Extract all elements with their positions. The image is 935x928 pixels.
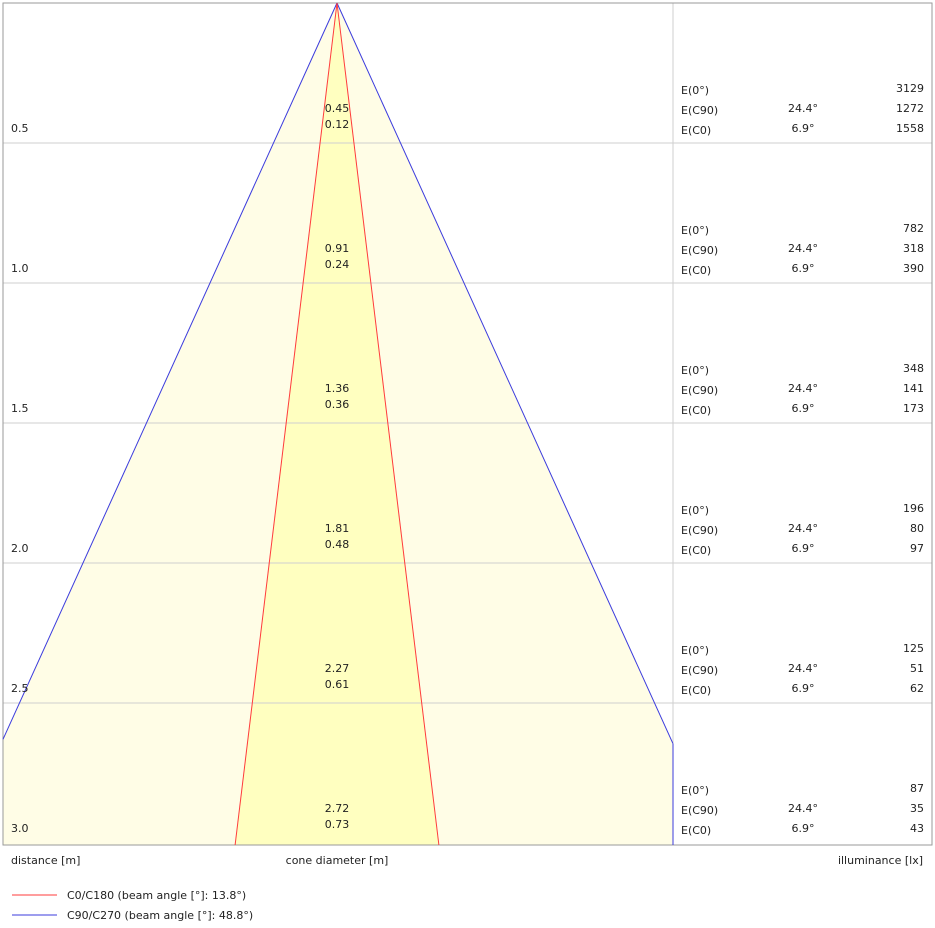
illuminance-c90: 35 [910, 802, 924, 815]
illuminance-0deg: 348 [903, 362, 924, 375]
e-label-0deg: E(0°) [681, 504, 709, 517]
distance-row: 0.5 0.45 0.12 E(0°) E(C90) E(C0) 24.4° 6.9° 3129… [11, 82, 924, 137]
e-label-c0: E(C0) [681, 824, 711, 837]
e-label-c0: E(C0) [681, 404, 711, 417]
c0-left-edge [234, 2, 338, 846]
cone-diameter-c90: 0.45 [325, 102, 350, 115]
distance-row: 1.0 0.91 0.24 E(0°) E(C90) E(C0) 24.4° 6.9° 782 3… [11, 222, 924, 277]
e-label-c90: E(C90) [681, 524, 718, 537]
half-angle-c90: 24.4° [788, 802, 818, 815]
e-label-c90: E(C90) [681, 104, 718, 117]
cone-diameter-c90: 2.27 [325, 662, 350, 675]
half-angle-c90: 24.4° [788, 242, 818, 255]
e-label-0deg: E(0°) [681, 84, 709, 97]
cone-diameter-c0: 0.73 [325, 818, 350, 831]
cone-diameter-c0: 0.48 [325, 538, 350, 551]
e-label-c0: E(C0) [681, 544, 711, 557]
e-label-c0: E(C0) [681, 124, 711, 137]
distance-row: 2.5 2.27 0.61 E(0°) E(C90) E(C0) 24.4° 6.9° 125 5… [11, 642, 924, 697]
half-angle-c0: 6.9° [792, 822, 815, 835]
half-angle-c90: 24.4° [788, 662, 818, 675]
half-angle-c90: 24.4° [788, 102, 818, 115]
half-angle-c0: 6.9° [792, 402, 815, 415]
illuminance-0deg: 782 [903, 222, 924, 235]
half-angle-c0: 6.9° [792, 262, 815, 275]
e-label-c90: E(C90) [681, 384, 718, 397]
e-label-c0: E(C0) [681, 264, 711, 277]
illuminance-c90: 51 [910, 662, 924, 675]
inner-cone-fill [235, 3, 439, 845]
illuminance-c90: 1272 [896, 102, 924, 115]
distance-row: 2.0 1.81 0.48 E(0°) E(C90) E(C0) 24.4° 6.9° 196 8… [11, 502, 924, 557]
illuminance-c0: 43 [910, 822, 924, 835]
grid-lines [2, 2, 933, 846]
c90-left-edge [2, 2, 338, 740]
distance-label: 3.0 [11, 822, 29, 835]
cone-diameter-c0: 0.36 [325, 398, 350, 411]
half-angle-c90: 24.4° [788, 522, 818, 535]
cone-diameter-c90: 2.72 [325, 802, 350, 815]
illuminance-0deg: 3129 [896, 82, 924, 95]
illuminance-c0: 390 [903, 262, 924, 275]
e-label-c90: E(C90) [681, 244, 718, 257]
e-label-0deg: E(0°) [681, 364, 709, 377]
half-angle-c0: 6.9° [792, 122, 815, 135]
illuminance-c0: 97 [910, 542, 924, 555]
e-label-0deg: E(0°) [681, 644, 709, 657]
e-label-c90: E(C90) [681, 804, 718, 817]
illuminance-c0: 1558 [896, 122, 924, 135]
xlabel: distance [m] [11, 854, 80, 867]
illuminance-c90: 318 [903, 242, 924, 255]
half-angle-c0: 6.9° [792, 542, 815, 555]
distance-label: 2.0 [11, 542, 29, 555]
right-label: illuminance [lx] [838, 854, 923, 867]
chart-frame [2, 2, 933, 846]
row-labels: 0.5 0.45 0.12 E(0°) E(C90) E(C0) 24.4° 6.9° 3129… [11, 82, 924, 837]
distance-row: 1.5 1.36 0.36 E(0°) E(C90) E(C0) 24.4° 6.9° 348 1… [11, 362, 924, 417]
cone-diameter-c90: 0.91 [325, 242, 350, 255]
c0-right-edge [336, 2, 440, 846]
cone-diameter-c0: 0.12 [325, 118, 350, 131]
cone-outlines [2, 2, 674, 846]
e-label-0deg: E(0°) [681, 224, 709, 237]
distance-row: 3.0 2.72 0.73 E(0°) E(C90) E(C0) 24.4° 6.9° 87 35… [11, 782, 924, 837]
e-label-c90: E(C90) [681, 664, 718, 677]
center-label: cone diameter [m] [286, 854, 389, 867]
cone-diameter-c90: 1.81 [325, 522, 350, 535]
illuminance-c90: 141 [903, 382, 924, 395]
legend-label-c90: C90/C270 (beam angle [°]: 48.8°) [67, 909, 253, 922]
illuminance-0deg: 196 [903, 502, 924, 515]
cone-diameter-c0: 0.61 [325, 678, 350, 691]
illuminance-c0: 62 [910, 682, 924, 695]
distance-label: 1.0 [11, 262, 29, 275]
distance-label: 0.5 [11, 122, 29, 135]
c90-right-edge [336, 2, 674, 744]
e-label-c0: E(C0) [681, 684, 711, 697]
illuminance-c90: 80 [910, 522, 924, 535]
distance-label: 2.5 [11, 682, 29, 695]
illuminance-c0: 173 [903, 402, 924, 415]
e-label-0deg: E(0°) [681, 784, 709, 797]
illuminance-0deg: 87 [910, 782, 924, 795]
legend: C0/C180 (beam angle [°]: 13.8°) C90/C270… [12, 889, 253, 922]
distance-label: 1.5 [11, 402, 29, 415]
cone-diameter-c90: 1.36 [325, 382, 350, 395]
half-angle-c90: 24.4° [788, 382, 818, 395]
legend-label-c0: C0/C180 (beam angle [°]: 13.8°) [67, 889, 246, 902]
cone-diameter-c0: 0.24 [325, 258, 350, 271]
half-angle-c0: 6.9° [792, 682, 815, 695]
illuminance-0deg: 125 [903, 642, 924, 655]
cone-fills [3, 3, 673, 845]
